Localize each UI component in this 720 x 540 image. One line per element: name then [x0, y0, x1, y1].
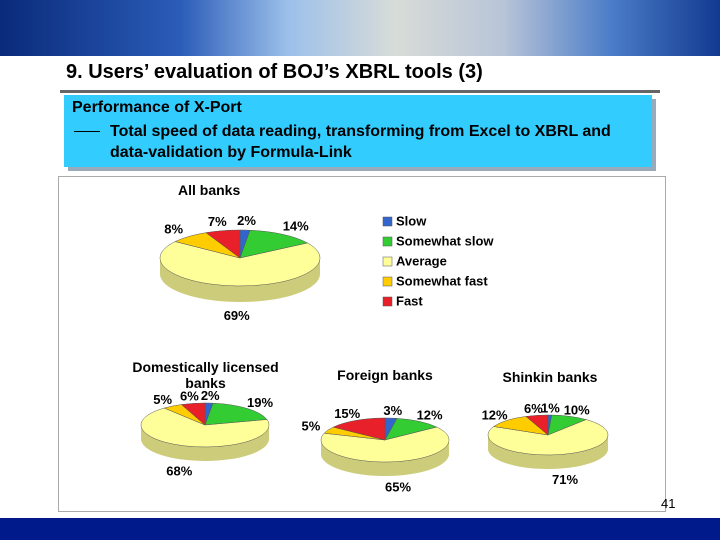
data-label: 5%: [153, 392, 172, 407]
legend-label: Fast: [396, 293, 423, 308]
pie-title: Domestically licensed banks: [132, 359, 279, 391]
data-label: 5%: [301, 418, 320, 433]
pie-title: All banks: [178, 182, 241, 198]
box-heading: Performance of X-Port: [72, 99, 242, 116]
data-label: 7%: [208, 214, 227, 229]
pie-slice: [204, 402, 268, 426]
legend-label: Somewhat fast: [396, 273, 488, 288]
pie-slice: [159, 241, 321, 287]
data-label: 8%: [164, 221, 183, 236]
data-label: 15%: [334, 406, 360, 421]
data-label: 12%: [417, 407, 443, 422]
pie-slice: [180, 402, 206, 426]
data-label: 10%: [564, 402, 590, 417]
slide-title: 9. Users’ evaluation of BOJ’s XBRL tools…: [66, 61, 483, 83]
data-label: 6%: [180, 388, 199, 403]
legend-swatch: [382, 216, 393, 227]
data-label: 14%: [283, 219, 309, 234]
pie-slice: [140, 407, 270, 448]
title-rule: [60, 90, 660, 93]
footer-bar: [0, 518, 720, 540]
legend-swatch: [382, 236, 393, 247]
pie-title: Shinkin banks: [502, 369, 598, 385]
data-label: 19%: [247, 395, 273, 410]
pie-slice: [205, 229, 241, 259]
legend-swatch: [382, 296, 393, 307]
data-label: 68%: [166, 464, 192, 479]
data-label: 2%: [237, 213, 256, 228]
dash: [74, 131, 100, 132]
pie-slice: [332, 417, 386, 441]
pie-slice: [487, 419, 609, 456]
data-label: 69%: [224, 308, 250, 323]
data-label: 6%: [524, 401, 543, 416]
pie-slice: [320, 426, 450, 463]
legend-swatch: [382, 276, 393, 287]
page-number: 41: [661, 496, 676, 511]
data-label: 3%: [383, 403, 402, 418]
pie-slice: [525, 414, 549, 436]
legend-swatch: [382, 256, 393, 267]
data-label: 65%: [385, 480, 411, 495]
text-box: Performance of X-Port Total speed of dat…: [64, 95, 652, 167]
legend-label: Slow: [396, 213, 427, 228]
box-text: Total speed of data reading, transformin…: [110, 123, 611, 161]
header-banner: [0, 0, 720, 56]
data-label: 12%: [482, 407, 508, 422]
data-label: 1%: [541, 400, 560, 415]
pie-slice: [239, 229, 309, 259]
data-label: 71%: [552, 472, 578, 487]
pie-title: Foreign banks: [337, 367, 433, 383]
legend-label: Somewhat slow: [396, 233, 494, 248]
data-label: 2%: [201, 388, 220, 403]
legend-label: Average: [396, 253, 447, 268]
